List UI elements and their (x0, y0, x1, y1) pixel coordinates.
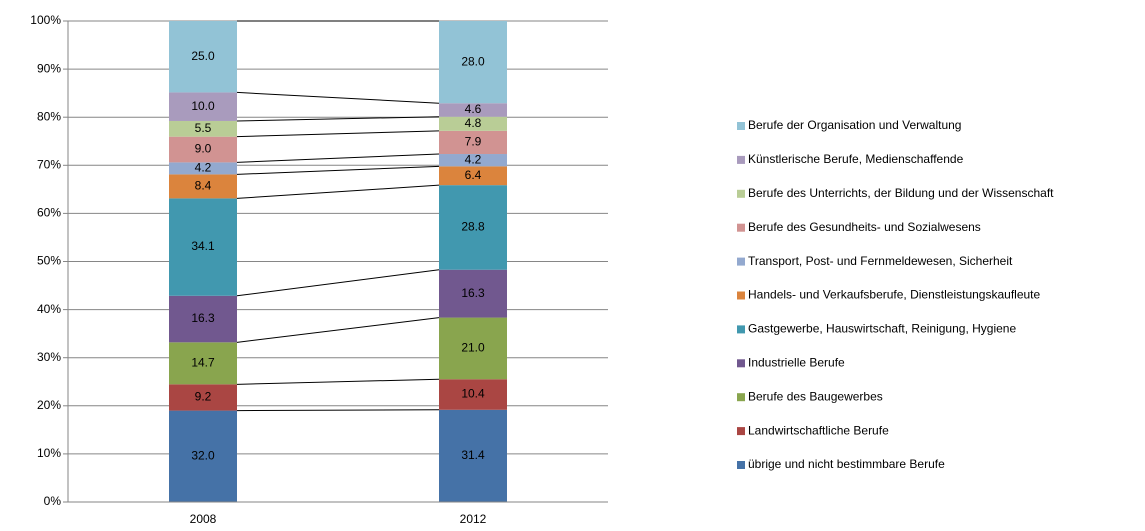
legend-label: Landwirtschaftliche Berufe (748, 423, 889, 437)
value-label: 9.2 (195, 390, 212, 404)
series-line (236, 165, 440, 175)
value-label: 34.1 (191, 239, 215, 253)
value-label: 6.4 (465, 168, 482, 182)
bar-segment (169, 384, 237, 411)
value-label: 4.6 (465, 102, 482, 116)
value-label: 7.9 (465, 135, 482, 149)
value-label: 4.2 (465, 152, 482, 166)
legend-label: Berufe des Baugewerbes (748, 389, 883, 403)
bar-segment (439, 154, 507, 167)
bar-segment (169, 295, 237, 343)
bar-segment (169, 21, 237, 93)
value-label: 10.0 (191, 99, 215, 113)
bar-segment (169, 92, 237, 121)
y-tick-label: 60% (37, 206, 61, 220)
y-tick-label: 30% (37, 350, 61, 364)
value-label: 10.4 (461, 387, 485, 401)
bar-segment (169, 198, 237, 296)
value-label: 21.0 (461, 341, 485, 355)
y-tick-label: 20% (37, 398, 61, 412)
legend-swatch (737, 359, 745, 368)
x-tick-label: 2008 (190, 512, 217, 526)
series-line (236, 184, 440, 199)
bar-segment (439, 130, 507, 155)
y-tick-label: 80% (37, 109, 61, 123)
value-label: 16.3 (191, 311, 215, 325)
legend-swatch (737, 325, 745, 334)
legend-swatch (737, 257, 745, 266)
legend-label: Transport, Post- und Fernmeldewesen, Sic… (748, 254, 1013, 268)
bar-segment (169, 162, 237, 175)
legend-swatch (737, 291, 745, 300)
value-label: 16.3 (461, 286, 485, 300)
legend-label: übrige und nicht bestimmbare Berufe (748, 457, 945, 471)
legend-swatch (737, 393, 745, 402)
y-tick-label: 100% (30, 13, 61, 27)
legend-label: Industrielle Berufe (748, 355, 845, 369)
series-line (236, 91, 440, 104)
value-label: 9.0 (195, 142, 212, 156)
bar-segment (439, 116, 507, 131)
value-label: 32.0 (191, 448, 215, 462)
legend-swatch (737, 223, 745, 232)
y-tick-label: 70% (37, 157, 61, 171)
value-label: 28.0 (461, 54, 485, 68)
legend-swatch (737, 461, 745, 469)
value-label: 4.2 (195, 161, 212, 175)
bar-segment (439, 103, 507, 117)
legend-swatch (737, 189, 745, 198)
bar-segment (439, 269, 507, 318)
value-label: 5.5 (195, 121, 212, 135)
x-tick-label: 2012 (460, 512, 487, 526)
bar-segment (439, 166, 507, 186)
value-label: 25.0 (191, 49, 215, 63)
legend-swatch (737, 122, 745, 130)
bar-segment (439, 317, 507, 380)
value-label: 14.7 (191, 355, 215, 369)
series-line (236, 116, 440, 122)
bar-segment (439, 21, 507, 104)
series-line (236, 409, 440, 412)
bar-segment (169, 410, 237, 502)
legend-swatch (737, 427, 745, 436)
bar-segment (169, 120, 237, 137)
bar-segment (439, 185, 507, 270)
bar-segment (169, 342, 237, 385)
y-tick-label: 90% (37, 61, 61, 75)
legend-label: Handels- und Verkaufsberufe, Dienstleist… (748, 288, 1041, 302)
y-tick-label: 40% (37, 302, 61, 316)
value-label: 4.8 (465, 116, 482, 130)
legend-label: Berufe des Gesundheits- und Sozialwesens (748, 220, 981, 234)
legend-label: Künstlerische Berufe, Medienschaffende (748, 152, 964, 166)
value-label: 8.4 (195, 179, 212, 193)
series-line (236, 269, 440, 297)
series-line (236, 153, 440, 163)
y-tick-label: 0% (44, 494, 62, 508)
value-label: 31.4 (461, 448, 485, 462)
bar-segment (169, 174, 237, 199)
legend-label: Berufe der Organisation und Verwaltung (748, 118, 961, 132)
series-line (236, 130, 440, 138)
series-line (236, 378, 440, 385)
y-tick-label: 50% (37, 254, 61, 268)
legend-label: Berufe des Unterrichts, der Bildung und … (748, 186, 1054, 200)
bar-segment (439, 379, 507, 410)
y-tick-label: 10% (37, 446, 61, 460)
value-label: 28.8 (461, 220, 485, 234)
series-line (236, 317, 440, 343)
bar-segment (169, 136, 237, 163)
bar-segment (439, 409, 507, 502)
legend-swatch (737, 155, 745, 164)
legend-label: Gastgewerbe, Hauswirtschaft, Reinigung, … (748, 322, 1016, 336)
